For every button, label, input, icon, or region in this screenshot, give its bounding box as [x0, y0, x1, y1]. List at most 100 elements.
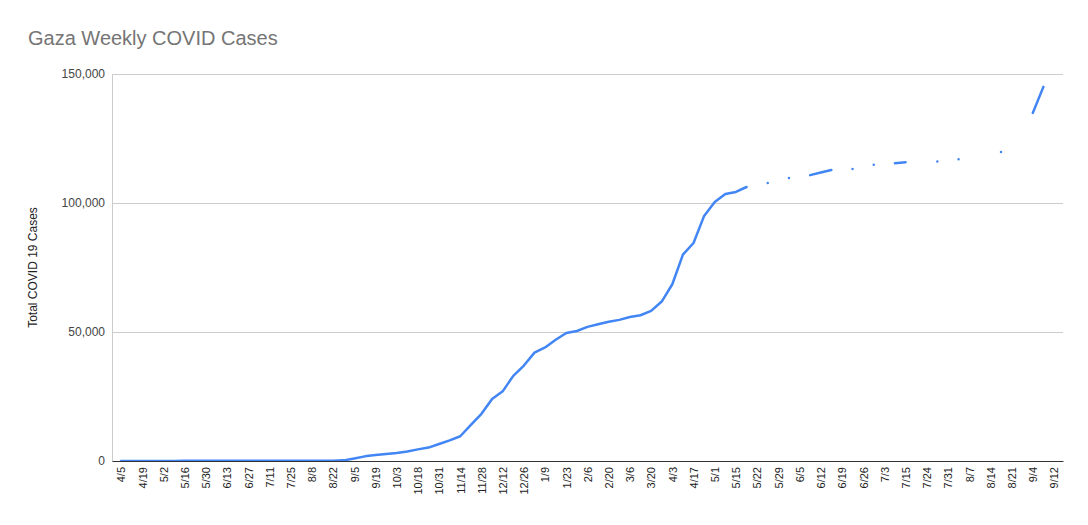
- x-tick-label: 4/3: [667, 467, 679, 482]
- x-tick: 12/12: [497, 467, 509, 495]
- x-tick-label: 6/5: [794, 467, 806, 482]
- data-line: [121, 87, 1043, 461]
- x-tick: 6/5: [794, 467, 806, 482]
- x-tick: 7/3: [879, 467, 891, 482]
- x-tick: 8/21: [1006, 467, 1018, 488]
- grid-line: [112, 332, 1063, 333]
- x-tick-label: 9/12: [1048, 467, 1060, 488]
- x-tick-label: 5/22: [751, 467, 763, 488]
- x-tick: 3/20: [645, 467, 657, 488]
- x-tick: 11/28: [476, 467, 488, 494]
- x-tick: 4/3: [667, 467, 679, 482]
- x-tick-label: 5/29: [773, 467, 785, 488]
- grid-line: [112, 203, 1063, 204]
- x-tick-label: 6/27: [243, 467, 255, 488]
- y-tick-label: 150,000: [62, 67, 106, 81]
- x-tick: 9/5: [349, 467, 361, 482]
- x-tick-label: 1/9: [539, 467, 551, 482]
- x-tick-label: 9/19: [370, 467, 382, 488]
- x-tick-label: 5/2: [158, 467, 170, 482]
- x-tick-label: 5/1: [709, 467, 721, 482]
- x-tick-label: 3/6: [624, 467, 636, 482]
- x-tick-label: 7/3: [879, 467, 891, 482]
- x-tick: 5/29: [773, 467, 785, 488]
- x-tick: 4/19: [137, 467, 149, 488]
- x-tick: 11/14: [455, 467, 467, 494]
- x-tick: 7/31: [942, 467, 954, 488]
- x-tick: 9/19: [370, 467, 382, 488]
- x-tick-label: 10/18: [412, 467, 424, 495]
- x-tick-label: 8/14: [985, 467, 997, 488]
- x-tick: 4/5: [115, 467, 127, 482]
- x-tick-label: 6/26: [858, 467, 870, 488]
- x-tick-label: 2/6: [582, 467, 594, 482]
- x-tick: 5/2: [158, 467, 170, 482]
- x-tick-label: 3/20: [645, 467, 657, 488]
- x-tick-label: 11/28: [476, 467, 488, 494]
- x-tick-label: 10/31: [433, 467, 445, 495]
- x-tick-label: 12/12: [497, 467, 509, 495]
- x-tick: 5/1: [709, 467, 721, 482]
- y-tick: 0: [98, 454, 1063, 468]
- x-tick: 6/13: [221, 467, 233, 488]
- x-tick-label: 8/21: [1006, 467, 1018, 488]
- x-tick: 10/31: [433, 467, 445, 495]
- x-tick: 5/30: [200, 467, 212, 488]
- chart: 0 50,000 100,000 150,000 4/5 4/19 5/2 5/16 5/30 6…: [0, 0, 1088, 525]
- x-tick-label: 8/7: [964, 467, 976, 482]
- x-tick-label: 5/16: [179, 467, 191, 488]
- x-tick: 1/23: [561, 467, 573, 488]
- x-tick: 8/7: [964, 467, 976, 482]
- x-tick: 7/25: [285, 467, 297, 488]
- x-tick: 8/8: [306, 467, 318, 482]
- x-tick: 6/12: [815, 467, 827, 488]
- y-tick: 100,000: [62, 196, 1063, 210]
- x-tick-label: 7/11: [264, 467, 276, 488]
- x-axis-line: [113, 461, 1064, 462]
- x-tick-label: 4/17: [688, 467, 700, 488]
- plot-area: [121, 87, 1043, 461]
- x-tick-label: 12/26: [518, 467, 530, 495]
- x-tick: 2/6: [582, 467, 594, 482]
- y-axis-title: Total COVID 19 Cases: [26, 207, 40, 328]
- x-tick: 7/24: [921, 467, 933, 488]
- x-tick-label: 5/15: [730, 467, 742, 488]
- x-tick-label: 6/19: [836, 467, 848, 488]
- x-tick-label: 5/30: [200, 467, 212, 488]
- x-tick-label: 6/12: [815, 467, 827, 488]
- x-tick: 12/26: [518, 467, 530, 495]
- grid-line: [112, 461, 1063, 462]
- x-tick: 6/26: [858, 467, 870, 488]
- x-tick: 10/3: [391, 467, 403, 488]
- x-tick-label: 10/3: [391, 467, 403, 488]
- background: [0, 0, 1088, 525]
- x-tick: 6/19: [836, 467, 848, 488]
- x-tick-label: 2/20: [603, 467, 615, 488]
- x-tick-label: 1/23: [561, 467, 573, 488]
- x-tick: 10/18: [412, 467, 424, 495]
- x-tick-label: 7/15: [900, 467, 912, 488]
- y-axis: 0 50,000 100,000 150,000: [62, 67, 1063, 468]
- y-tick-label: 100,000: [62, 196, 106, 210]
- x-tick: 8/14: [985, 467, 997, 488]
- y-tick: 150,000: [62, 67, 1063, 81]
- y-tick-label: 50,000: [68, 325, 105, 339]
- x-tick: 9/12: [1048, 467, 1060, 488]
- x-tick: 4/17: [688, 467, 700, 488]
- x-tick: 3/6: [624, 467, 636, 482]
- x-tick: 7/15: [900, 467, 912, 488]
- y-tick-label: 0: [98, 454, 105, 468]
- x-tick: 1/9: [539, 467, 551, 482]
- x-tick-label: 7/24: [921, 467, 933, 488]
- x-tick: 7/11: [264, 467, 276, 488]
- y-axis-line: [112, 75, 113, 462]
- x-tick-label: 8/22: [327, 467, 339, 488]
- x-tick: 6/27: [243, 467, 255, 488]
- x-tick-label: 7/31: [942, 467, 954, 488]
- x-tick-label: 11/14: [455, 467, 467, 494]
- x-axis: 4/5 4/19 5/2 5/16 5/30 6/13 6/27 7/11 7/25 8/8 8/2…: [113, 462, 1064, 495]
- x-tick-label: 8/8: [306, 467, 318, 482]
- x-tick: 5/16: [179, 467, 191, 488]
- x-tick: 5/22: [751, 467, 763, 488]
- x-tick-label: 4/19: [137, 467, 149, 488]
